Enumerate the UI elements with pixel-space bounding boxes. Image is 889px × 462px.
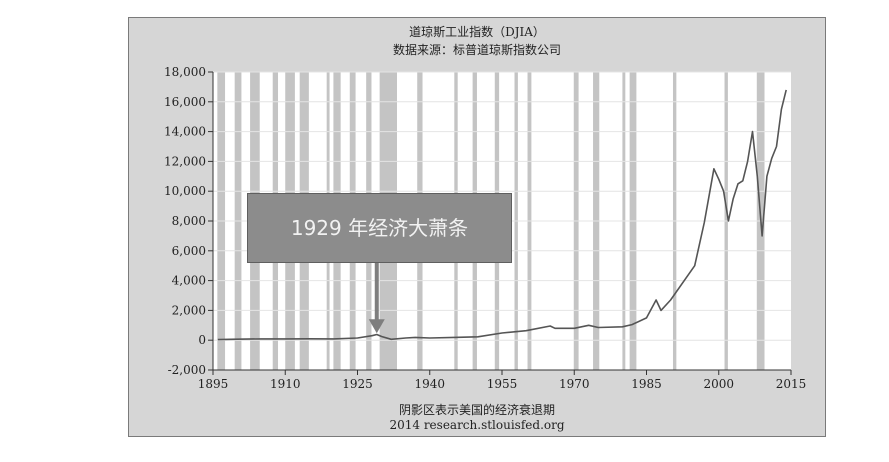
- x-tick-label: 2000: [703, 377, 734, 391]
- djia-series-line: [217, 89, 787, 341]
- y-tick-label: 12,000: [164, 154, 206, 168]
- x-tick-label: 1925: [342, 377, 373, 391]
- y-tick-label: 18,000: [164, 65, 206, 79]
- x-tick-label: 1985: [631, 377, 662, 391]
- chart-subtitle: 数据来源：标普道琼斯指数公司: [392, 43, 561, 57]
- x-tick-label: 1910: [270, 377, 301, 391]
- recession-footnote: 阴影区表示美国的经济衰退期: [398, 403, 555, 417]
- y-tick-label: 0: [198, 333, 206, 347]
- y-tick-label: 6,000: [172, 244, 206, 258]
- x-tick-label: 1940: [414, 377, 445, 391]
- x-tick-label: 1895: [198, 377, 229, 391]
- y-tick-label: -2,000: [168, 363, 206, 377]
- x-tick-label: 2015: [776, 377, 807, 391]
- source-credit: 2014 research.stlouisfed.org: [389, 418, 565, 432]
- y-tick-label: 14,000: [164, 125, 206, 139]
- y-tick-label: 10,000: [164, 184, 206, 198]
- y-tick-label: 8,000: [172, 214, 206, 228]
- great-depression-annotation: 1929 年经济大萧条: [247, 193, 512, 263]
- x-tick-label: 1955: [487, 377, 518, 391]
- annotation-arrow-head: [368, 319, 385, 334]
- y-tick-label: 2,000: [172, 303, 206, 317]
- y-tick-label: 16,000: [164, 95, 206, 109]
- x-tick-label: 1970: [559, 377, 590, 391]
- chart-title: 道琼斯工业指数（DJIA）: [409, 25, 545, 39]
- y-tick-label: 4,000: [172, 274, 206, 288]
